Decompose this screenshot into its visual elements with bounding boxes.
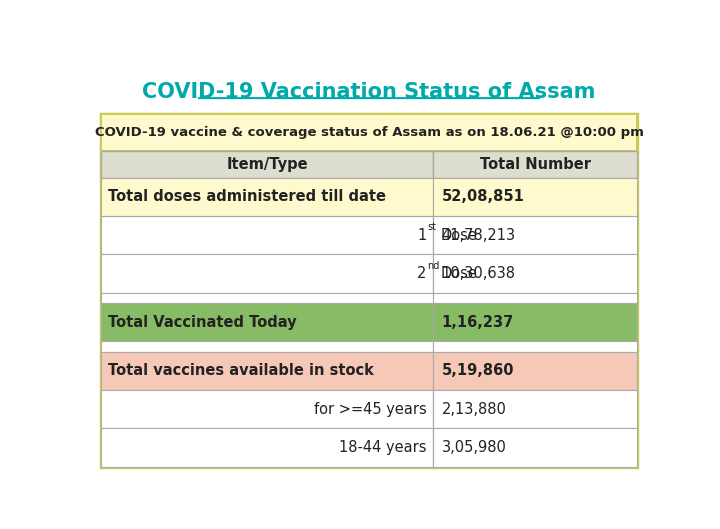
Text: 2,13,880: 2,13,880 (441, 402, 507, 417)
Bar (101, 352, 433, 390)
Text: 41,78,213: 41,78,213 (441, 227, 516, 243)
Text: 1: 1 (418, 227, 426, 243)
Bar (433, 341, 636, 352)
Bar (101, 151, 433, 178)
Text: COVID-19 vaccine & coverage status of Assam as on 18.06.21 @10:00 pm: COVID-19 vaccine & coverage status of As… (94, 126, 644, 139)
Bar (101, 114, 636, 467)
Bar (433, 428, 636, 467)
Text: 18-44 years: 18-44 years (339, 440, 426, 455)
Bar (433, 352, 636, 390)
Text: COVID-19 Vaccination Status of Assam: COVID-19 Vaccination Status of Assam (143, 82, 595, 102)
Bar (433, 254, 636, 293)
Text: Dose: Dose (441, 227, 478, 243)
Bar (433, 390, 636, 428)
Bar (101, 390, 433, 428)
Bar (101, 178, 433, 216)
Bar (101, 216, 433, 254)
Text: st: st (427, 223, 436, 232)
Text: 5,19,860: 5,19,860 (441, 363, 514, 378)
Bar (433, 178, 636, 216)
Text: Total doses administered till date: Total doses administered till date (108, 189, 386, 204)
Bar (101, 428, 433, 467)
Text: Item/Type: Item/Type (226, 157, 308, 172)
Text: 2: 2 (417, 266, 426, 281)
Text: nd: nd (427, 261, 439, 271)
Bar (433, 216, 636, 254)
Text: 1,16,237: 1,16,237 (441, 315, 514, 330)
Text: 52,08,851: 52,08,851 (441, 189, 525, 204)
Text: Dose: Dose (441, 266, 478, 281)
Bar (101, 293, 433, 303)
Bar (101, 114, 636, 151)
Bar (101, 341, 433, 352)
Bar (433, 151, 636, 178)
Bar (433, 293, 636, 303)
Text: Total vaccines available in stock: Total vaccines available in stock (108, 363, 374, 378)
Text: Total Vaccinated Today: Total Vaccinated Today (108, 315, 297, 330)
Bar (101, 303, 433, 341)
Text: 3,05,980: 3,05,980 (441, 440, 507, 455)
Text: 10,30,638: 10,30,638 (441, 266, 516, 281)
Text: Total Number: Total Number (480, 157, 590, 172)
Text: for >=45 years: for >=45 years (314, 402, 426, 417)
Bar (101, 254, 433, 293)
Bar (433, 303, 636, 341)
